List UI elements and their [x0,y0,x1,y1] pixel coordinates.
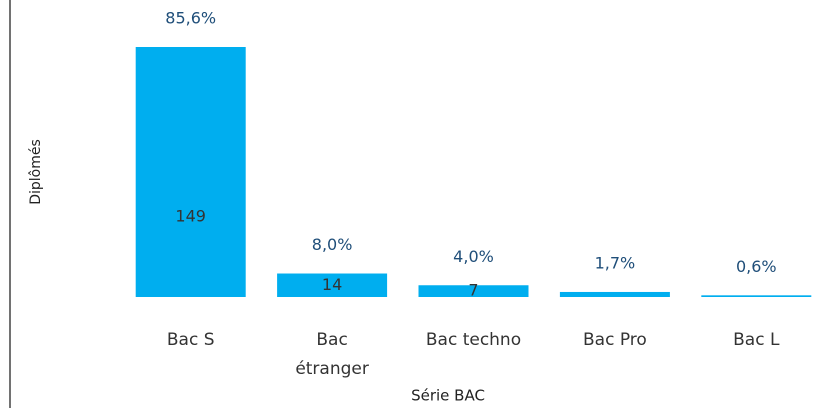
x-tick-label: Bac L [733,330,780,350]
x-tick-label: Bac techno [425,330,522,350]
bar [277,273,388,297]
bar [135,47,246,297]
percentage-label: 1,7% [595,253,636,272]
y-axis-title: Diplômés [28,139,44,205]
x-tick-label: Bac S [166,330,215,350]
percentage-label: 85,6% [165,9,216,28]
value-label: 149 [175,207,206,226]
x-axis-title: Série BAC [411,387,485,405]
x-tick-label: Bac Pro [582,330,647,350]
percentage-label: 4,0% [453,247,494,266]
bar [418,285,529,297]
value-label: 14 [322,275,342,294]
bar [559,291,670,297]
percentage-label: 0,6% [736,257,777,276]
bar [701,295,812,297]
x-tick-label: Bac étranger [295,330,369,379]
percentage-label: 8,0% [312,235,353,254]
value-label: 7 [468,281,478,300]
